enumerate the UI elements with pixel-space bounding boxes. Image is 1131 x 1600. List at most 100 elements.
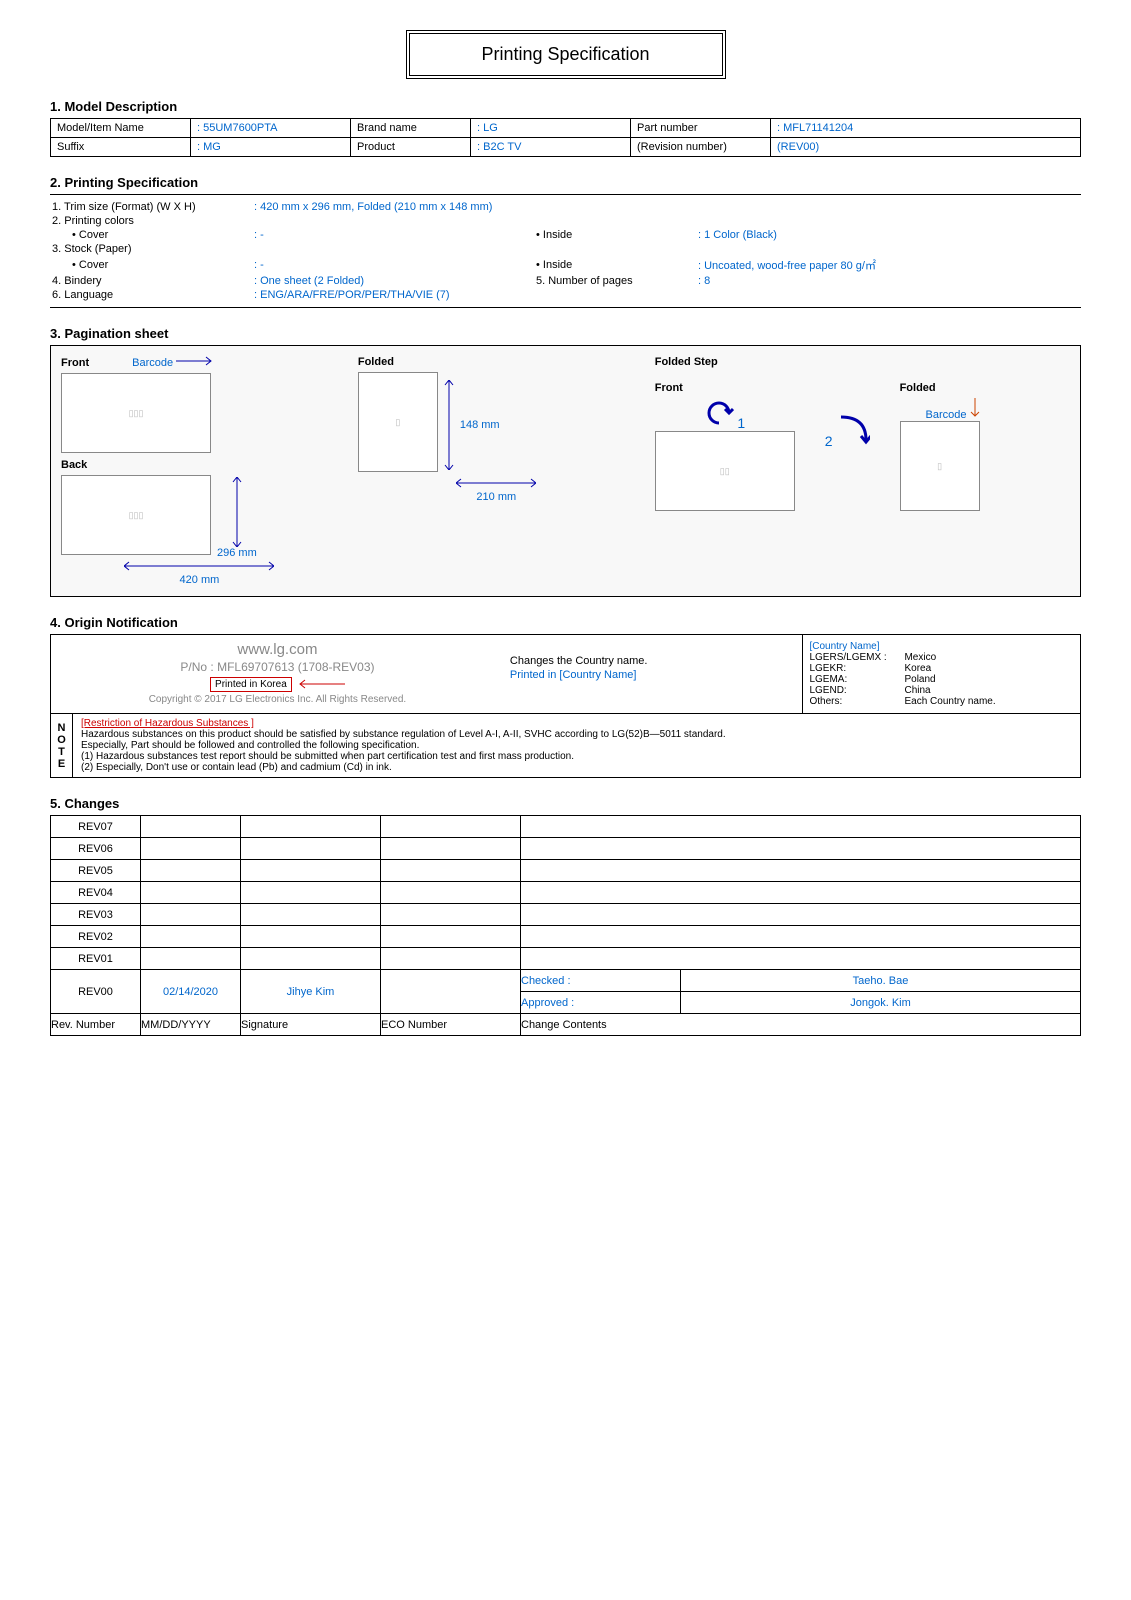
folded-step-label: Folded Step (655, 356, 718, 368)
rev-row: REV03 (51, 904, 1081, 926)
dim-420: 420 mm (61, 574, 338, 586)
part-val: : MFL71141204 (777, 122, 853, 134)
suffix-label: Suffix (51, 138, 191, 157)
product-label: Product (351, 138, 471, 157)
origin-pno: P/No : MFL69707613 (1708-REV03) (57, 660, 498, 674)
language-val: : ENG/ARA/FRE/POR/PER/THA/VIE (7) (254, 289, 450, 301)
dim-296: 296 mm (217, 547, 257, 559)
pagination-sheet: Front Barcode ▯▯▯ Back ▯▯▯ 296 mm 420 mm… (50, 345, 1081, 597)
note-title: [Restriction of Hazardous Substances ] (81, 718, 1072, 729)
rev-row: REV04 (51, 882, 1081, 904)
country-name-header: [Country Name] (809, 641, 1074, 652)
pages-label: 5. Number of pages (536, 275, 696, 287)
brand-label: Brand name (351, 119, 471, 138)
origin-printed-in: Printed in [Country Name] (510, 669, 797, 681)
back-label: Back (61, 459, 87, 471)
country-list: LGERS/LGEMX :MexicoLGEKR:KoreaLGEMA:Pola… (809, 652, 1074, 707)
rev00-label: REV00 (51, 970, 141, 1014)
hazardous-note: NOTE [Restriction of Hazardous Substance… (50, 714, 1081, 778)
cover-color-val: : - (254, 229, 264, 241)
origin-change-text: Changes the Country name. (510, 655, 797, 667)
country-line: LGEND:China (809, 685, 1074, 696)
rev-row: REV07 (51, 816, 1081, 838)
dim-210: 210 mm (358, 491, 635, 503)
barcode-arrow-2-icon (970, 398, 980, 418)
folded-thumbnail: ▯ (358, 372, 438, 472)
country-line: LGEMA:Poland (809, 674, 1074, 685)
folded-label: Folded (358, 356, 394, 368)
dim-arrow-h-icon (124, 561, 274, 571)
back-thumbnail: ▯▯▯ (61, 475, 211, 555)
stock-label: 3. Stock (Paper) (52, 243, 252, 255)
note-line-1: Hazardous substances on this product sho… (81, 729, 1072, 740)
colors-label: 2. Printing colors (52, 215, 252, 227)
barcode-label-2: Barcode (926, 409, 967, 421)
trimsize-label: 1. Trim size (Format) (W X H) (52, 201, 252, 213)
rev00-approved-val: Jongok. Kim (681, 992, 1081, 1014)
origin-copyright: Copyright © 2017 LG Electronics Inc. All… (57, 694, 498, 705)
model-description-table: Model/Item Name : 55UM7600PTA Brand name… (50, 118, 1081, 157)
rev-val: (REV00) (777, 141, 819, 153)
country-line: LGERS/LGEMX :Mexico (809, 652, 1074, 663)
rev00-approved-label: Approved : (521, 992, 681, 1014)
bindery-val: : One sheet (2 Folded) (254, 275, 364, 287)
changes-table: REV07REV06REV05REV04REV03REV02REV01 REV0… (50, 815, 1081, 1036)
note-side-label: NOTE (51, 714, 73, 777)
cover-stock-label: • Cover (52, 257, 252, 273)
front-label: Front (61, 357, 89, 369)
footer-contents: Change Contents (521, 1014, 1081, 1036)
barcode-arrow-icon (176, 356, 216, 366)
country-line: Others:Each Country name. (809, 696, 1074, 707)
dim-arrow-v-icon (232, 477, 242, 547)
part-label: Part number (631, 119, 771, 138)
cover-stock-val: : - (254, 259, 264, 271)
section4-header: 4. Origin Notification (50, 615, 1081, 630)
step-1: 1 (737, 415, 745, 431)
section2-header: 2. Printing Specification (50, 175, 1081, 190)
rev-row: REV01 (51, 948, 1081, 970)
front-thumbnail: ▯▯▯ (61, 373, 211, 453)
language-label: 6. Language (52, 289, 252, 301)
dim-arrow-v2-icon (444, 380, 454, 470)
rev-row: REV02 (51, 926, 1081, 948)
section1-header: 1. Model Description (50, 99, 1081, 114)
page-title: Printing Specification (406, 30, 726, 79)
rev00-date: 02/14/2020 (141, 970, 241, 1014)
inside-stock-val: : Uncoated, wood-free paper 80 g/㎡ (698, 260, 876, 272)
section3-header: 3. Pagination sheet (50, 326, 1081, 341)
footer-sig: Signature (241, 1014, 381, 1036)
step-2: 2 (825, 433, 833, 449)
cover-color-label: • Cover (52, 229, 252, 241)
front-label-2: Front (655, 382, 683, 394)
rev00-checked-label: Checked : (521, 970, 681, 992)
note-line-4: (2) Especially, Don't use or contain lea… (81, 762, 1072, 773)
barcode-label: Barcode (132, 357, 173, 369)
origin-printed: Printed in Korea (210, 677, 292, 692)
dim-arrow-h2-icon (456, 478, 536, 488)
bindery-label: 4. Bindery (52, 275, 252, 287)
section5-header: 5. Changes (50, 796, 1081, 811)
suffix-val: : MG (197, 141, 221, 153)
rev-row: REV06 (51, 838, 1081, 860)
rev-label: (Revision number) (631, 138, 771, 157)
inside-stock-label: • Inside (536, 257, 696, 273)
folded-label-2: Folded (900, 382, 936, 394)
fold-arrow-2-icon (836, 412, 870, 446)
origin-url: www.lg.com (57, 641, 498, 658)
product-val: : B2C TV (477, 141, 521, 153)
inside-color-val: : 1 Color (Black) (698, 229, 777, 241)
origin-arrow-icon (295, 679, 345, 689)
footer-date: MM/DD/YYYY (141, 1014, 241, 1036)
printing-spec-block: 1. Trim size (Format) (W X H) : 420 mm x… (50, 194, 1081, 308)
country-line: LGEKR:Korea (809, 663, 1074, 674)
changes-footer-row: Rev. Number MM/DD/YYYY Signature ECO Num… (51, 1014, 1081, 1036)
rev00-sig: Jihye Kim (241, 970, 381, 1014)
note-line-2: Especially, Part should be followed and … (81, 740, 1072, 751)
rev00-row: REV00 02/14/2020 Jihye Kim Checked : Tae… (51, 970, 1081, 992)
model-label: Model/Item Name (51, 119, 191, 138)
rev-row: REV05 (51, 860, 1081, 882)
step-front-thumbnail: ▯▯ (655, 431, 795, 511)
brand-val: : LG (477, 122, 498, 134)
origin-notification: www.lg.com P/No : MFL69707613 (1708-REV0… (50, 634, 1081, 714)
step-folded-thumbnail: ▯ (900, 421, 980, 511)
